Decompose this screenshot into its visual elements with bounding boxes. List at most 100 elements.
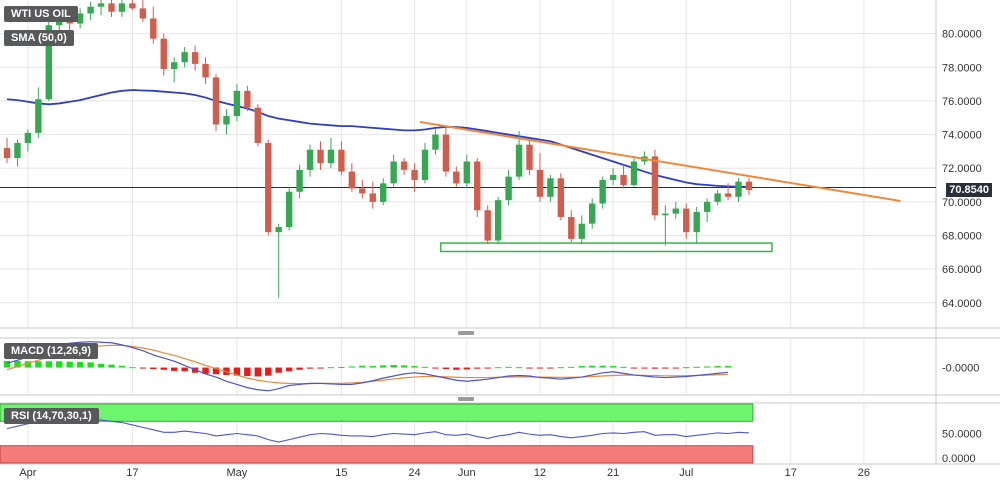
candle (233, 84, 241, 122)
macd-plot-area (0, 338, 936, 395)
candle (191, 45, 199, 71)
candle-body (3, 148, 11, 159)
sma-layer (6, 89, 749, 188)
candle (181, 47, 188, 68)
candle (129, 0, 136, 11)
candle-body (139, 8, 147, 19)
macd-histogram-bar (3, 360, 11, 368)
x-tick-label: 21 (607, 467, 619, 479)
candle-body (432, 134, 439, 150)
macd-histogram-bar (474, 367, 481, 369)
candle-body (651, 156, 659, 216)
macd-histogram-bar (56, 361, 63, 368)
axes-layer: Apr 17 May 15 24 Jun 12 21 Jul 17 26 80.0000 78.0000… (19, 29, 981, 479)
rsi-indicator-label[interactable]: RSI (14,70,30,1) (4, 408, 99, 424)
candle (463, 154, 470, 189)
macd-histogram-bar (505, 366, 512, 368)
macd-histogram-bar (683, 367, 690, 369)
macd-histogram-bar (87, 362, 94, 368)
candle-body (484, 210, 491, 241)
candle-body (150, 18, 157, 39)
macd-histogram-bar (400, 365, 408, 368)
candle-body (380, 183, 387, 202)
macd-histogram-bar (14, 360, 21, 368)
macd-indicator-label[interactable]: MACD (12,26,9) (4, 343, 99, 359)
sma-indicator-label[interactable]: SMA (50,0) (4, 30, 74, 46)
candle-body (296, 169, 303, 192)
candle (171, 57, 178, 83)
candle-body (735, 181, 742, 197)
y-tick-label: 80.0000 (942, 29, 982, 41)
y-tick-label: 72.0000 (942, 163, 982, 175)
candle (672, 201, 679, 219)
candle (118, 0, 126, 17)
trendline-layer (419, 120, 901, 202)
macd-histogram-bar (160, 367, 167, 370)
candle-body (45, 25, 52, 100)
candle (662, 205, 669, 246)
macd-histogram-bar (620, 366, 627, 368)
candle (693, 206, 700, 244)
macd-histogram-bar (338, 366, 345, 368)
candle-body (547, 178, 554, 197)
candle (348, 163, 356, 192)
resistance-trendline (419, 120, 901, 202)
candle-body (129, 3, 136, 9)
candle (97, 0, 105, 16)
candle (3, 137, 11, 164)
candle (599, 176, 606, 209)
panel-resize-handle[interactable] (458, 397, 474, 401)
candle (547, 174, 554, 202)
x-tick-label: Apr (19, 467, 36, 479)
candle (557, 173, 565, 221)
candle (494, 196, 502, 244)
candle-body (589, 203, 596, 224)
candle (411, 163, 418, 192)
macd-histogram-bar (484, 367, 491, 369)
rsi-oversold-zone (0, 445, 754, 464)
candle-body (108, 3, 115, 12)
candle (745, 178, 753, 196)
candle-body (76, 13, 84, 24)
candle-body (609, 174, 617, 180)
x-tick-label: Jul (679, 467, 693, 479)
candle-body (306, 149, 314, 170)
candle (442, 126, 450, 177)
macd-histogram-bar (672, 367, 679, 369)
macd-histogram-bar (536, 367, 544, 369)
macd-histogram-bar (139, 367, 147, 369)
macd-histogram-bar (66, 361, 73, 368)
candle (630, 158, 638, 187)
candle-body (693, 211, 700, 233)
candle (244, 85, 251, 112)
macd-histogram-bar (244, 367, 251, 377)
macd-histogram-bar (463, 367, 470, 370)
candle-body (118, 3, 126, 12)
candle (421, 142, 429, 184)
x-tick-label: 17 (785, 467, 797, 479)
candle (150, 6, 157, 44)
panel-resize-handle[interactable] (458, 331, 474, 335)
candle (265, 139, 272, 236)
candle (212, 74, 220, 132)
macd-histogram-bar (306, 367, 314, 369)
y-tick-label: 74.0000 (942, 130, 982, 142)
macd-histogram-bar (76, 362, 84, 368)
macd-histogram-bar (453, 367, 460, 370)
macd-histogram-bar (285, 367, 293, 372)
rsi-overbought-zone (0, 403, 754, 422)
candle (14, 139, 21, 167)
rsi-y-tick-label: 0.0000 (942, 453, 976, 465)
macd-histogram-bar (578, 366, 585, 368)
candle (724, 183, 732, 201)
candle-body (390, 161, 397, 184)
candle-body (14, 142, 21, 159)
instrument-label[interactable]: WTI US OIL (4, 6, 78, 22)
candle (369, 181, 376, 209)
macd-histogram-bar (390, 364, 397, 368)
macd-histogram-bar (296, 367, 303, 370)
macd-histogram-bar (254, 367, 261, 377)
macd-histogram-bar (97, 363, 105, 368)
macd-y-tick-label: -0.0000 (942, 363, 979, 375)
